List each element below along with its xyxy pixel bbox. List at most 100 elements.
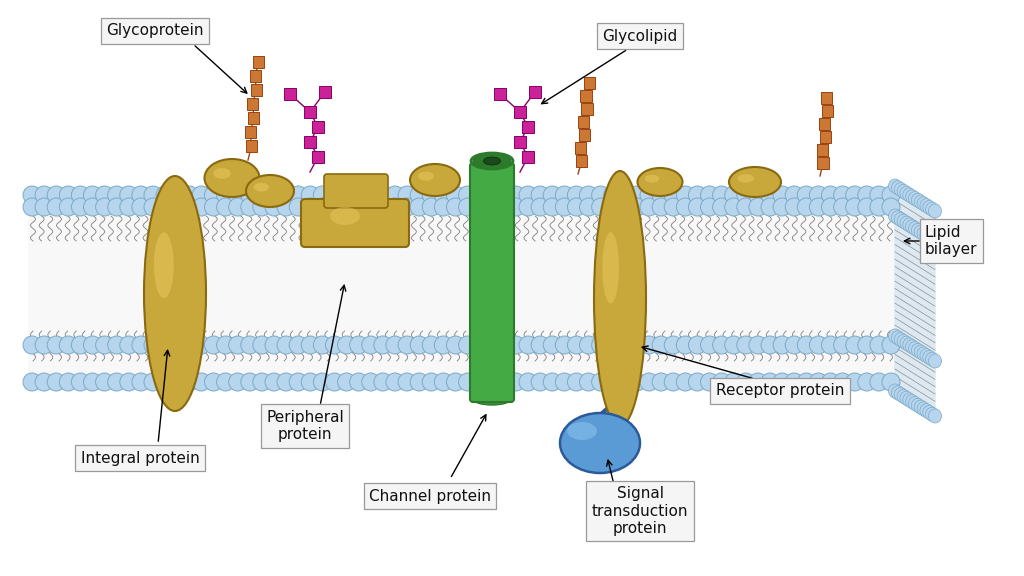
- Ellipse shape: [700, 198, 719, 216]
- Polygon shape: [895, 186, 935, 416]
- Ellipse shape: [567, 186, 586, 204]
- Ellipse shape: [301, 186, 319, 204]
- Ellipse shape: [217, 198, 234, 216]
- Ellipse shape: [652, 186, 670, 204]
- Ellipse shape: [544, 336, 561, 354]
- Ellipse shape: [144, 336, 162, 354]
- Ellipse shape: [809, 198, 827, 216]
- Ellipse shape: [446, 373, 465, 391]
- Ellipse shape: [84, 186, 101, 204]
- Ellipse shape: [580, 186, 598, 204]
- Ellipse shape: [265, 186, 283, 204]
- Ellipse shape: [729, 167, 781, 197]
- Ellipse shape: [846, 373, 863, 391]
- Ellipse shape: [914, 225, 927, 239]
- Ellipse shape: [35, 373, 53, 391]
- Ellipse shape: [422, 373, 440, 391]
- Ellipse shape: [482, 198, 501, 216]
- Ellipse shape: [47, 198, 66, 216]
- Ellipse shape: [615, 373, 634, 391]
- Ellipse shape: [894, 213, 907, 226]
- Ellipse shape: [144, 176, 206, 411]
- Ellipse shape: [773, 373, 792, 391]
- Ellipse shape: [108, 336, 126, 354]
- Ellipse shape: [168, 373, 186, 391]
- Ellipse shape: [665, 186, 682, 204]
- Ellipse shape: [471, 198, 488, 216]
- Ellipse shape: [889, 179, 901, 193]
- Ellipse shape: [897, 389, 910, 403]
- Ellipse shape: [834, 336, 852, 354]
- Ellipse shape: [640, 336, 658, 354]
- Ellipse shape: [929, 354, 941, 368]
- Ellipse shape: [193, 198, 210, 216]
- Ellipse shape: [615, 198, 634, 216]
- Ellipse shape: [473, 154, 511, 168]
- Ellipse shape: [422, 198, 440, 216]
- Ellipse shape: [785, 186, 803, 204]
- Ellipse shape: [900, 216, 913, 230]
- Ellipse shape: [180, 198, 199, 216]
- Ellipse shape: [688, 198, 707, 216]
- Ellipse shape: [228, 198, 247, 216]
- Ellipse shape: [858, 186, 876, 204]
- Ellipse shape: [882, 198, 900, 216]
- Ellipse shape: [193, 186, 210, 204]
- Bar: [28, 186, 895, 391]
- Ellipse shape: [914, 195, 927, 209]
- Ellipse shape: [592, 186, 609, 204]
- Ellipse shape: [386, 198, 403, 216]
- Ellipse shape: [434, 186, 453, 204]
- Ellipse shape: [23, 198, 41, 216]
- Ellipse shape: [254, 183, 269, 192]
- Ellipse shape: [821, 373, 840, 391]
- Ellipse shape: [422, 186, 440, 204]
- Ellipse shape: [95, 373, 114, 391]
- Ellipse shape: [580, 198, 598, 216]
- Ellipse shape: [278, 186, 295, 204]
- Ellipse shape: [446, 336, 465, 354]
- Ellipse shape: [920, 199, 933, 213]
- Ellipse shape: [749, 198, 767, 216]
- Ellipse shape: [23, 186, 41, 204]
- Ellipse shape: [929, 234, 941, 248]
- Text: Integral protein: Integral protein: [81, 450, 200, 465]
- Ellipse shape: [749, 186, 767, 204]
- Ellipse shape: [84, 336, 101, 354]
- Ellipse shape: [761, 373, 779, 391]
- Ellipse shape: [628, 336, 646, 354]
- Ellipse shape: [338, 373, 355, 391]
- Ellipse shape: [23, 336, 41, 354]
- Ellipse shape: [398, 198, 416, 216]
- Ellipse shape: [265, 198, 283, 216]
- Ellipse shape: [253, 373, 271, 391]
- Ellipse shape: [560, 413, 640, 473]
- Ellipse shape: [326, 186, 343, 204]
- Ellipse shape: [72, 186, 89, 204]
- Ellipse shape: [900, 336, 913, 350]
- Ellipse shape: [386, 186, 403, 204]
- Ellipse shape: [35, 198, 53, 216]
- Ellipse shape: [132, 373, 150, 391]
- Ellipse shape: [725, 186, 742, 204]
- Ellipse shape: [567, 373, 586, 391]
- Ellipse shape: [338, 198, 355, 216]
- Ellipse shape: [798, 186, 815, 204]
- Ellipse shape: [761, 198, 779, 216]
- Ellipse shape: [592, 198, 609, 216]
- Ellipse shape: [482, 336, 501, 354]
- Ellipse shape: [446, 186, 465, 204]
- Ellipse shape: [154, 232, 174, 298]
- Ellipse shape: [59, 186, 77, 204]
- Ellipse shape: [834, 373, 852, 391]
- Ellipse shape: [459, 186, 476, 204]
- Ellipse shape: [894, 183, 907, 196]
- Ellipse shape: [688, 373, 707, 391]
- Ellipse shape: [495, 198, 513, 216]
- Ellipse shape: [920, 348, 933, 363]
- Ellipse shape: [47, 336, 66, 354]
- Ellipse shape: [676, 336, 694, 354]
- Ellipse shape: [903, 218, 915, 232]
- Ellipse shape: [846, 186, 863, 204]
- Ellipse shape: [84, 198, 101, 216]
